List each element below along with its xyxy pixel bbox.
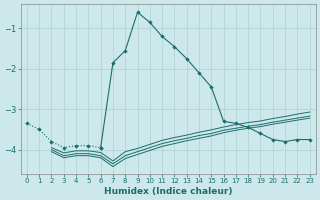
X-axis label: Humidex (Indice chaleur): Humidex (Indice chaleur): [104, 187, 233, 196]
